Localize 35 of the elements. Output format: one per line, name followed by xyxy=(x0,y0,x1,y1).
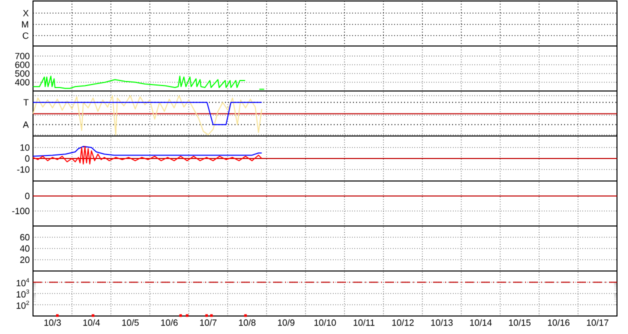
x-tick-label: 10/12 xyxy=(392,319,414,326)
y-tick-label: 40 xyxy=(20,245,30,252)
text: X xyxy=(23,10,29,16)
y-tick-label: 400 xyxy=(15,79,30,86)
x-tick-label: 10/9 xyxy=(278,319,294,326)
x-tick-label: 10/15 xyxy=(509,319,531,326)
y-tick-label: 10 xyxy=(20,144,30,151)
x-tick-label: 10/10 xyxy=(314,319,336,326)
x-tick-label: 10/3 xyxy=(44,319,61,326)
y-tick-label: 0 xyxy=(25,155,30,162)
x-tick-label: 10/13 xyxy=(431,319,453,326)
x-tick-label: 10/8 xyxy=(239,319,256,326)
x-tick-label: 10/17 xyxy=(586,319,608,326)
y-tick-label: 10$^{2}$ xyxy=(16,300,30,309)
x-tick-label: 10/16 xyxy=(548,319,570,326)
y-tick-label: 600 xyxy=(15,62,30,68)
x-tick-label: 10/7 xyxy=(200,319,217,326)
y-tick-label: 0 xyxy=(25,192,30,200)
ref-line-label: T xyxy=(24,99,29,106)
ref-line-label: A xyxy=(22,122,29,128)
x-tick-label: 10/6 xyxy=(161,319,178,326)
y-tick-label: 10$^{3}$ xyxy=(16,289,30,298)
text: C xyxy=(22,32,28,39)
x-tick-label: 10/5 xyxy=(122,319,139,326)
y-tick-label: 60 xyxy=(20,234,30,240)
y-tick-label: 10$^{4}$ xyxy=(16,278,30,286)
y-tick-label: -100 xyxy=(12,208,30,214)
x-tick-label: 10/11 xyxy=(354,319,374,326)
y-tick-label: 500 xyxy=(15,70,30,77)
y-tick-label: -10 xyxy=(17,166,30,173)
x-tick-label: 10/4 xyxy=(83,319,100,326)
text: M xyxy=(22,21,28,28)
y-tick-label: 700 xyxy=(15,52,30,60)
x-tick-label: 10/14 xyxy=(470,319,492,326)
y-tick-label: 20 xyxy=(20,256,30,263)
